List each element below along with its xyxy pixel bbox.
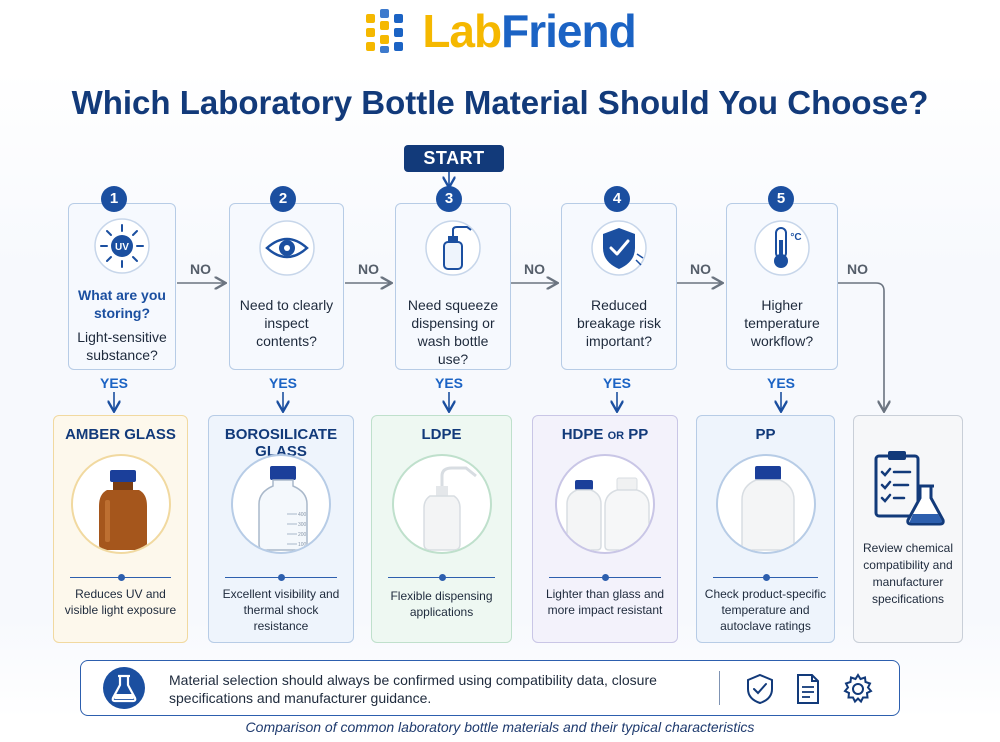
result-card-review: Review chemical compatibility and manufa… <box>853 415 963 643</box>
banner-text: Material selection should always be conf… <box>169 672 657 706</box>
result-title-hdpe-or-pp: HDPE or PP <box>561 426 649 443</box>
banner-divider <box>719 671 720 705</box>
no-arrow-5 <box>838 282 884 410</box>
divider-dot <box>602 574 609 581</box>
logo-text: LabFriend <box>422 5 636 57</box>
result-desc-hdpe-or-pp: Lighter than glass and more impact resis… <box>545 587 665 617</box>
result-title-pp: PP <box>755 426 776 443</box>
step-number-4: 4 <box>604 186 630 212</box>
thermometer-icon: °C <box>754 220 810 276</box>
yes-label-2: YES <box>269 375 298 391</box>
question-1-heading: What are you storing? <box>78 287 166 321</box>
step-number-1: 1 <box>101 186 127 212</box>
start-badge: START <box>404 145 504 172</box>
plastic-bottles-icon <box>566 477 650 551</box>
yes-label-3: YES <box>435 375 464 391</box>
question-1-text: Light-sensitive substance? <box>77 329 167 363</box>
uv-icon: UV <box>94 218 150 274</box>
divider-dot <box>117 574 125 581</box>
question-card-5: °C Higher temperature workflow? <box>726 203 838 370</box>
divider-dot <box>438 574 446 581</box>
question-card-1: UV What are you storing? Light-sensitive… <box>68 203 176 370</box>
result-title-ldpe: LDPE <box>421 426 462 443</box>
no-label-2: NO <box>358 261 379 277</box>
step-number-5: 5 <box>768 186 794 212</box>
eye-icon <box>258 220 315 276</box>
hdpe-bottles-image <box>555 454 655 554</box>
result-card-borosilicate-glass: BOROSILICATE GLASS 400 300 200 100 Excelle… <box>208 415 354 643</box>
amber-bottle-icon <box>98 470 147 550</box>
question-card-4: Reduced breakage risk important? <box>561 203 677 370</box>
question-3-text: Need squeeze dispensing or wash bottle u… <box>407 297 499 367</box>
wash-bottle-image-icon <box>422 466 477 551</box>
checklist-flask-icon <box>874 451 945 526</box>
result-card-hdpe-or-pp: HDPE or PP Lighter than glass and more i… <box>532 415 678 643</box>
svg-text:400: 400 <box>298 512 307 518</box>
document-icon <box>797 674 819 704</box>
result-desc-amber-glass: Reduces UV and visible light exposure <box>64 587 177 617</box>
svg-text:300: 300 <box>298 522 307 528</box>
svg-text:200: 200 <box>298 532 307 538</box>
borosilicate-bottle-image: 400 300 200 100 <box>231 454 331 554</box>
svg-text:UV: UV <box>115 242 129 253</box>
page-title: Which Laboratory Bottle Material Should … <box>71 84 929 121</box>
pp-bottle-image <box>715 454 816 554</box>
pp-bottle-icon <box>740 466 795 551</box>
result-desc-borosilicate-glass: Excellent visibility and thermal shock r… <box>222 587 340 633</box>
step-number-2: 2 <box>270 186 296 212</box>
svg-text:°C: °C <box>790 232 801 243</box>
logo-molecule-icon <box>366 9 404 53</box>
ldpe-bottle-image <box>391 454 492 554</box>
result-desc-review: Review chemical compatibility and manufa… <box>862 541 954 606</box>
glass-bottle-icon: 400 300 200 100 <box>258 466 308 551</box>
no-label-1: NO <box>190 261 211 277</box>
divider-dot <box>278 574 285 581</box>
shield-check-icon <box>747 673 773 705</box>
labfriend-logo: LabFriend <box>0 2 1000 60</box>
guidance-banner: Material selection should always be conf… <box>80 660 900 716</box>
no-label-3: NO <box>524 261 545 277</box>
step-number-3: 3 <box>436 186 462 212</box>
question-4-text: Reduced breakage risk important? <box>576 297 662 349</box>
shield-check-icon <box>591 220 647 276</box>
result-desc-pp: Check product-specific temperature and a… <box>704 587 827 633</box>
gear-icon <box>843 673 873 704</box>
no-label-4: NO <box>690 261 711 277</box>
question-2-text: Need to clearly inspect contents? <box>239 297 334 349</box>
yes-label-5: YES <box>767 375 796 391</box>
divider-dot <box>762 574 770 581</box>
question-card-2: Need to clearly inspect contents? <box>229 203 344 370</box>
flask-icon <box>103 667 145 709</box>
amber-bottle-image <box>70 454 171 554</box>
result-title-amber-glass: AMBER GLASS <box>65 426 176 443</box>
result-card-ldpe: LDPE Flexible dispensing applications <box>371 415 512 643</box>
figure-caption: Comparison of common laboratory bottle m… <box>245 719 755 735</box>
no-label-5: NO <box>847 261 868 277</box>
result-desc-ldpe: Flexible dispensing applications <box>390 589 493 619</box>
svg-text:100: 100 <box>298 542 307 548</box>
yes-label-4: YES <box>603 375 632 391</box>
question-card-3: Need squeeze dispensing or wash bottle u… <box>395 203 511 370</box>
wash-bottle-icon <box>425 220 481 276</box>
question-5-text: Higher temperature workflow? <box>744 297 820 349</box>
result-card-pp: PP Check product-specific temperature an… <box>696 415 835 643</box>
yes-label-1: YES <box>100 375 129 391</box>
result-card-amber-glass: AMBER GLASS Reduces UV and visible light… <box>53 415 188 643</box>
